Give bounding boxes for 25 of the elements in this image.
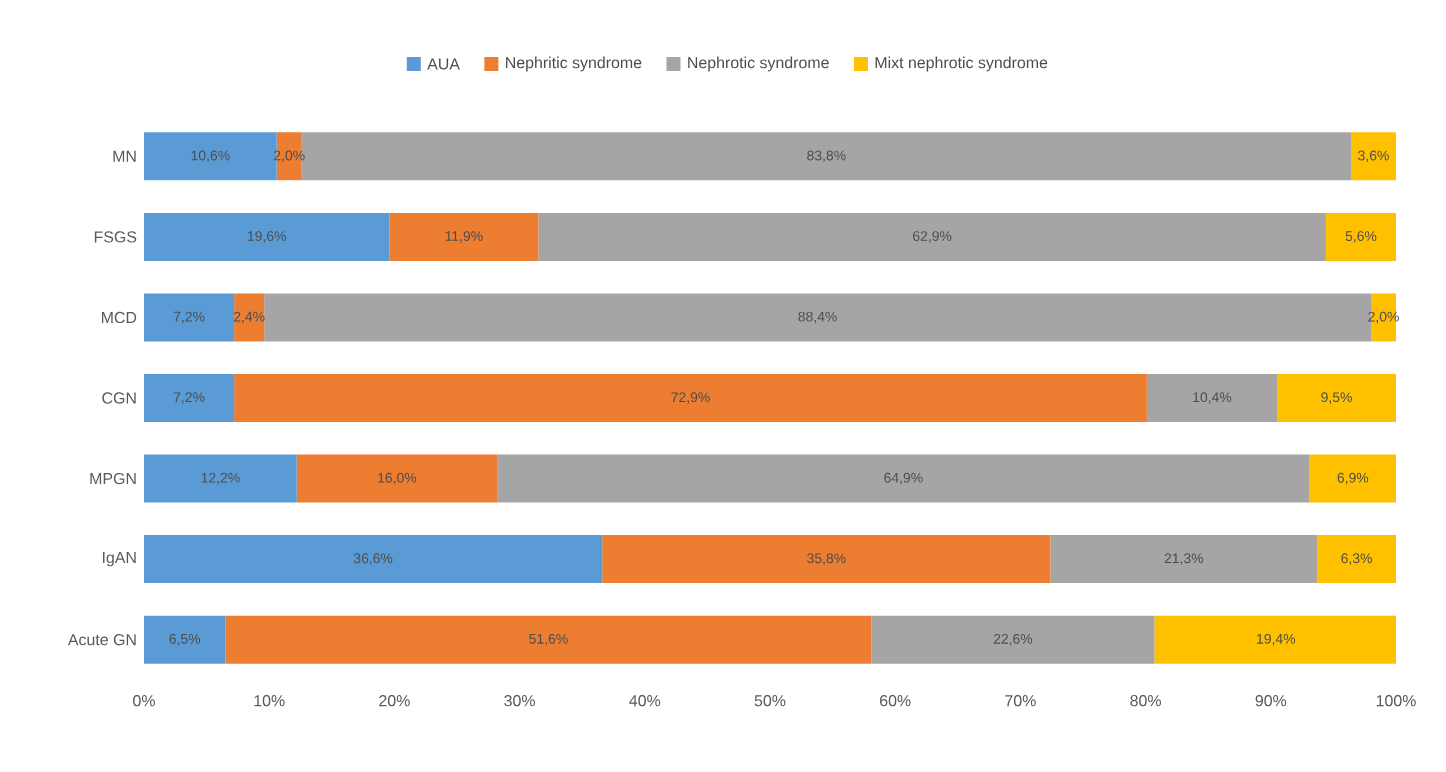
bar <box>144 374 235 423</box>
bar <box>144 293 235 342</box>
bar <box>1154 615 1397 664</box>
bar <box>296 454 498 503</box>
bar <box>538 212 1326 261</box>
bar <box>602 535 1051 584</box>
bar <box>871 615 1155 664</box>
bar <box>497 454 1310 503</box>
bar <box>1146 374 1278 423</box>
bar <box>144 132 277 181</box>
bar <box>225 615 872 664</box>
bar <box>301 132 1351 181</box>
bar <box>144 212 390 261</box>
bar <box>234 374 1147 423</box>
bar <box>144 615 226 664</box>
bar <box>144 454 297 503</box>
bar <box>1050 535 1318 584</box>
bar <box>1325 212 1397 261</box>
bar <box>389 212 539 261</box>
bar <box>1309 454 1397 503</box>
bar <box>1317 535 1397 584</box>
bar <box>144 535 603 584</box>
bar <box>1350 132 1397 181</box>
bar <box>1277 374 1397 423</box>
bar <box>264 293 1371 342</box>
